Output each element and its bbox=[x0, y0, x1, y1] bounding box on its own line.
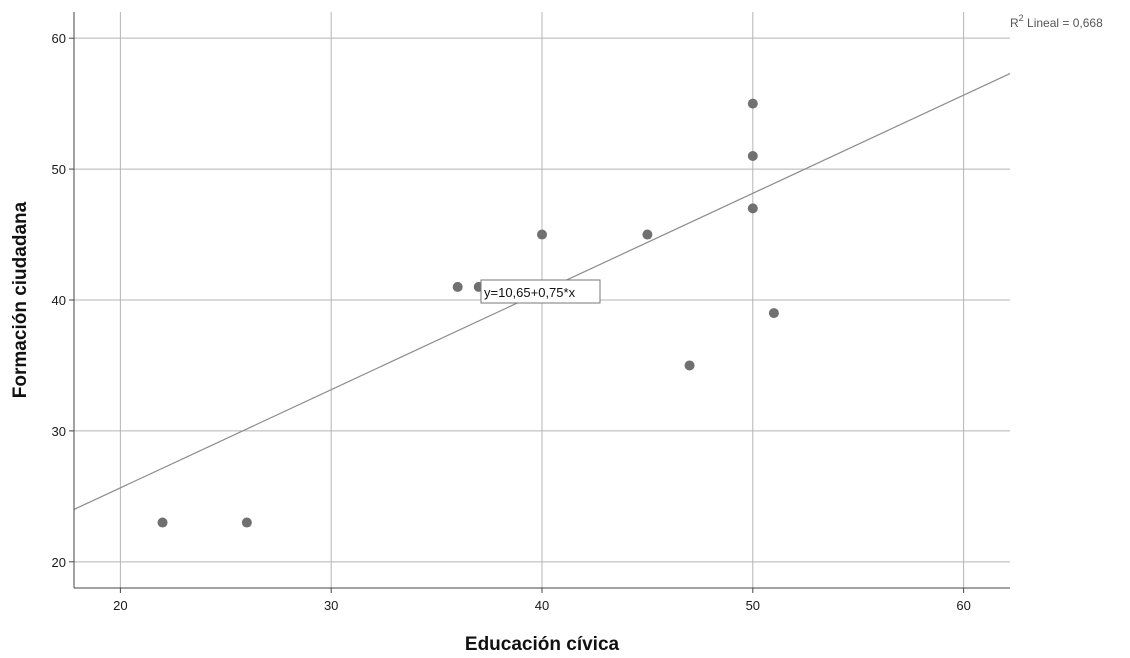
x-tick-label: 50 bbox=[746, 598, 760, 613]
equation-box bbox=[480, 279, 601, 304]
equation-annotation: y=10,65+0,75*x bbox=[480, 279, 601, 304]
y-tick-label: 20 bbox=[52, 555, 66, 570]
scatter-point bbox=[642, 229, 653, 240]
x-tick-label: 20 bbox=[113, 598, 127, 613]
r2-label: R2 Lineal = 0,668 bbox=[1010, 13, 1103, 30]
grid-lines bbox=[74, 12, 1010, 588]
x-tick-label: 40 bbox=[535, 598, 549, 613]
scatter-point bbox=[747, 98, 758, 109]
scatter-point bbox=[747, 151, 758, 161]
x-tick-label: 60 bbox=[956, 598, 970, 613]
tick-labels: 20 30 40 50 60 20 30 40 50 60 bbox=[52, 31, 971, 613]
scatter-point bbox=[684, 360, 695, 371]
data-points bbox=[157, 98, 779, 528]
y-tick-label: 60 bbox=[52, 31, 66, 46]
y-tick-label: 40 bbox=[52, 293, 66, 308]
x-tick-label: 30 bbox=[324, 598, 338, 613]
equation-label: y=10,65+0,75*x bbox=[484, 285, 576, 300]
scatter-point bbox=[241, 517, 252, 528]
scatter-point bbox=[157, 517, 168, 528]
scatter-point bbox=[747, 203, 758, 214]
y-axis-title: Formación ciudadana bbox=[10, 201, 31, 398]
y-tick-label: 50 bbox=[52, 162, 66, 177]
scatter-point bbox=[452, 281, 463, 292]
scatter-point bbox=[768, 308, 779, 319]
y-tick-label: 30 bbox=[52, 424, 66, 439]
x-axis-title: Educación cívica bbox=[465, 634, 620, 655]
scatter-point bbox=[537, 229, 547, 240]
axes bbox=[69, 12, 1010, 593]
